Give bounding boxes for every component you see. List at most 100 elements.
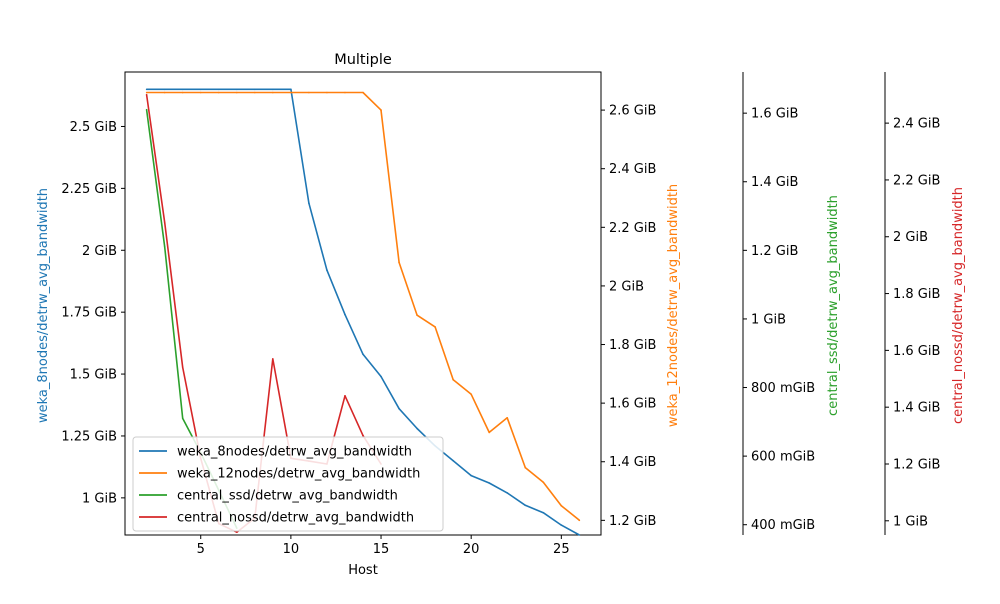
data-point-series-1	[272, 88, 274, 91]
data-point-series-2	[542, 481, 545, 484]
a1-tick-label: 2 GiB	[82, 244, 117, 259]
a1-tick-label: 1.25 GiB	[61, 429, 117, 444]
x-tick-label: 20	[463, 542, 480, 557]
data-point-series-2	[308, 91, 310, 94]
data-point-series-1	[199, 88, 202, 91]
a4-tick-label: 2.4 GiB	[893, 117, 940, 132]
a4-axis-label: central_nossd/detrw_avg_bandwidth	[951, 187, 966, 424]
data-point-series-2	[181, 91, 184, 94]
axes-layer: 5 10 15 20 25 1 GiB 1.25 GiB 1.5 GiB 1.75 GiB 2 G…	[36, 71, 966, 557]
data-point-series-1	[488, 482, 491, 484]
data-point-series-4	[163, 221, 166, 224]
data-point-series-2	[578, 519, 581, 522]
data-point-series-1	[398, 407, 400, 410]
data-point-series-1	[308, 202, 310, 205]
data-point-series-1	[578, 534, 581, 536]
data-point-series-2	[506, 416, 509, 419]
a1-tick-label: 1.5 GiB	[70, 368, 117, 383]
a4-tick-label: 1.8 GiB	[893, 287, 940, 302]
a3-tick-label: 600 mGiB	[751, 450, 815, 465]
data-point-series-1	[542, 511, 545, 514]
a2-tick-label: 2 GiB	[609, 279, 644, 294]
a3-tick-label: 1.4 GiB	[751, 175, 798, 190]
data-point-series-2	[434, 326, 436, 328]
data-point-series-2	[344, 91, 346, 94]
data-point-series-1	[524, 504, 527, 507]
a1-tick-label: 2.25 GiB	[61, 182, 117, 197]
data-point-series-2	[524, 466, 527, 469]
a1-tick-label: 2.5 GiB	[70, 120, 117, 135]
a3-tick-label: 400 mGiB	[751, 518, 815, 533]
a2-tick-label: 2.2 GiB	[609, 221, 656, 236]
a3-tick-label: 800 mGiB	[751, 381, 815, 396]
a4-tick-label: 1.4 GiB	[893, 401, 940, 416]
data-point-series-2	[290, 91, 292, 94]
data-point-series-2	[380, 109, 382, 111]
a1-tick-label: 1.75 GiB	[61, 306, 117, 321]
data-point-series-2	[235, 91, 238, 94]
legend-frame	[132, 436, 444, 532]
a2-axis-label: weka_12nodes/detrw_avg_bandwidth	[666, 184, 681, 427]
a2-tick-label: 1.2 GiB	[609, 514, 656, 529]
data-point-series-3	[145, 108, 148, 111]
data-point-series-1	[506, 492, 509, 494]
data-point-series-1	[290, 88, 292, 91]
data-point-series-1	[217, 88, 220, 91]
a3-axis-label: central_ssd/detrw_avg_bandwidth	[826, 195, 841, 416]
data-point-series-1	[560, 524, 563, 526]
x-tick-label: 25	[553, 542, 570, 557]
a2-tick-label: 1.6 GiB	[609, 397, 656, 412]
a1-tick-label: 1 GiB	[82, 491, 117, 506]
data-point-series-2	[326, 91, 328, 94]
data-point-series-2	[452, 378, 454, 381]
data-point-series-1	[344, 313, 346, 316]
data-point-series-1	[452, 459, 454, 462]
a4-tick-label: 1.2 GiB	[893, 457, 940, 472]
data-point-series-2	[398, 261, 400, 264]
a1-axis-label: weka_8nodes/detrw_avg_bandwidth	[36, 188, 51, 423]
a3-tick-label: 1.2 GiB	[751, 244, 798, 259]
x-tick-label: 5	[197, 542, 205, 557]
data-point-series-1	[326, 269, 328, 271]
legend-label-4: central_nossd/detrw_avg_bandwidth	[177, 511, 414, 526]
data-point-series-4	[235, 531, 238, 533]
data-point-series-3	[181, 417, 184, 420]
data-point-series-1	[181, 88, 184, 91]
data-point-series-2	[199, 91, 202, 94]
data-point-series-2	[416, 314, 418, 317]
data-point-series-4	[362, 434, 364, 437]
a4-tick-label: 1.6 GiB	[893, 344, 940, 359]
data-point-series-2	[272, 91, 274, 94]
legend-label-2: weka_12nodes/detrw_avg_bandwidth	[177, 467, 420, 482]
data-point-series-2	[145, 91, 148, 94]
x-axis-label: Host	[348, 563, 378, 578]
x-tick-label: 10	[283, 542, 300, 557]
chart-title: Multiple	[334, 52, 392, 68]
data-point-series-2	[254, 91, 256, 94]
plot-frame	[124, 71, 602, 536]
data-point-series-2	[470, 393, 472, 396]
a2-tick-label: 1.4 GiB	[609, 455, 656, 470]
chart-legend: weka_8nodes/detrw_avg_bandwidth weka_12no…	[132, 436, 444, 532]
data-point-series-1	[235, 88, 238, 91]
a4-tick-label: 1 GiB	[893, 514, 928, 529]
x-tick-label: 15	[373, 542, 390, 557]
legend-label-3: central_ssd/detrw_avg_bandwidth	[177, 489, 398, 504]
a2-tick-label: 1.8 GiB	[609, 338, 656, 353]
data-point-series-3	[163, 246, 166, 248]
data-point-series-1	[163, 88, 166, 91]
data-point-series-2	[163, 91, 166, 94]
data-point-series-1	[380, 375, 382, 378]
data-point-series-1	[254, 88, 256, 91]
a2-tick-label: 2.6 GiB	[609, 104, 656, 119]
a2-tick-label: 2.4 GiB	[609, 162, 656, 177]
data-point-series-1	[470, 474, 472, 477]
legend-label-1: weka_8nodes/detrw_avg_bandwidth	[177, 445, 412, 460]
data-point-series-1	[416, 427, 418, 430]
data-point-series-1	[362, 353, 364, 356]
data-point-series-2	[488, 431, 491, 434]
a3-tick-label: 1 GiB	[751, 312, 786, 327]
data-point-series-2	[362, 91, 364, 94]
